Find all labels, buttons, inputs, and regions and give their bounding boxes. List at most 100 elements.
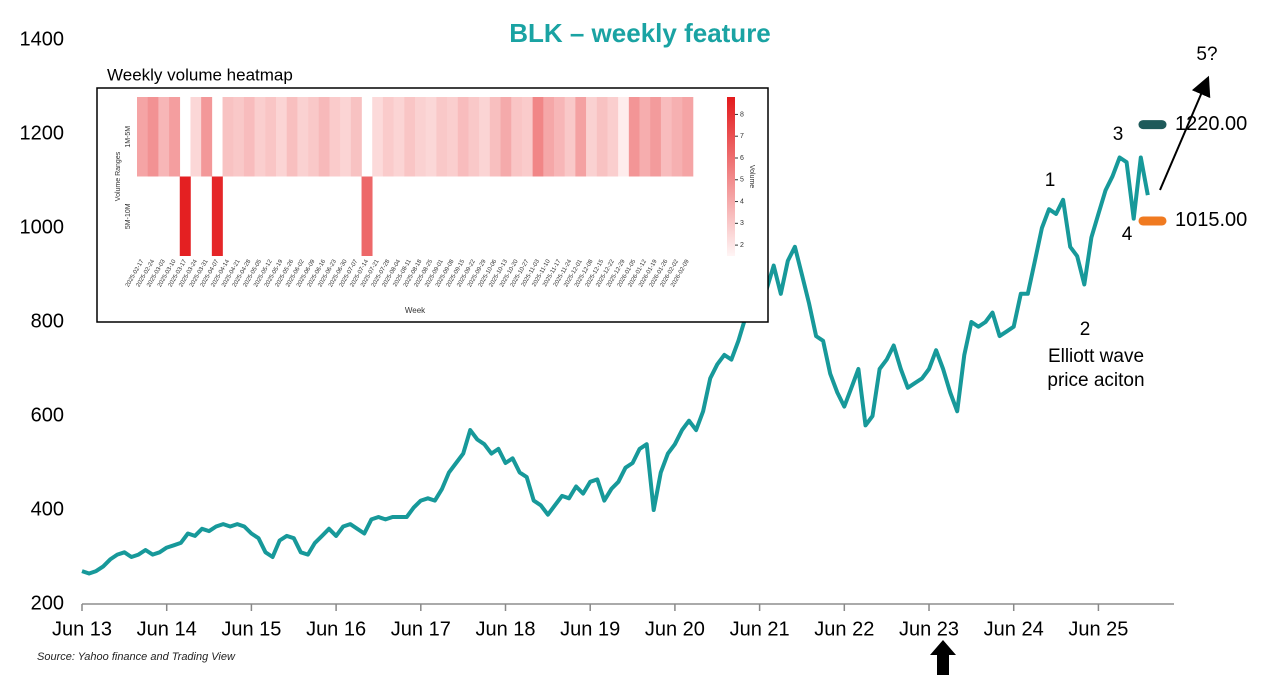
heat-cell (308, 97, 320, 177)
level-label: 1220.00 (1175, 113, 1247, 135)
heat-cell (607, 97, 619, 177)
heat-cell (575, 97, 587, 177)
heat-cell (415, 97, 426, 177)
heat-cell (190, 97, 202, 177)
colorbar-tick-label: 5 (740, 177, 744, 184)
heat-cell (233, 97, 245, 177)
x-tick-label: Jun 23 (899, 618, 959, 640)
colorbar (727, 97, 735, 256)
heat-cell (564, 97, 576, 177)
heat-cell (596, 97, 608, 177)
x-tick-label: Jun 24 (984, 618, 1044, 640)
row-label: 1M-5M (125, 126, 132, 148)
colorbar-tick-label: 4 (740, 198, 744, 205)
heat-cell (554, 97, 565, 177)
x-tick-label: Jun 18 (475, 618, 535, 640)
x-tick-label: Jun 15 (221, 618, 281, 640)
heat-cell (340, 97, 352, 177)
heat-cell (511, 97, 523, 177)
heat-cell (243, 97, 255, 177)
heat-cell (447, 97, 459, 177)
chart-title: BLK – weekly feature (509, 18, 771, 48)
x-tick-label: Jun 20 (645, 618, 705, 640)
heat-cell (350, 97, 362, 177)
heat-cell (372, 97, 384, 177)
wave-annotation: 1 (1045, 170, 1056, 191)
heat-cell (500, 97, 512, 177)
heat-cell (137, 97, 148, 177)
heat-cell (393, 97, 405, 177)
heat-cell (457, 97, 469, 177)
row-label: 5M-10M (125, 203, 132, 229)
heat-cell (318, 97, 330, 177)
heat-cell (618, 97, 630, 177)
x-tick-label: Jun 17 (391, 618, 451, 640)
heat-cell (265, 97, 277, 177)
heat-cell (650, 97, 662, 177)
heatmap-inset: Weekly volume heatmap1M-5M5M-10M2025-02-… (96, 65, 769, 323)
heat-cell (297, 97, 309, 177)
heat-cell (436, 97, 448, 177)
highlight-arrow (930, 640, 956, 675)
x-tick-label: Jun 14 (137, 618, 197, 640)
heat-cell (286, 97, 298, 177)
wave-annotation: 4 (1122, 224, 1133, 245)
y-tick-label: 1200 (20, 122, 65, 144)
level-label: 1015.00 (1175, 209, 1247, 231)
wave-arrow (1159, 75, 1211, 191)
x-tick-label: Jun 25 (1068, 618, 1128, 640)
heat-cell (628, 97, 640, 177)
y-axis-title: Volume Ranges (115, 151, 122, 201)
source-note: Source: Yahoo finance and Trading View (37, 651, 236, 663)
heat-cell (660, 97, 672, 177)
wave-annotation: 5? (1196, 44, 1217, 65)
y-tick-label: 200 (31, 592, 64, 614)
y-tick-label: 1000 (20, 216, 65, 238)
heat-cell (147, 97, 159, 177)
heat-cell (382, 97, 394, 177)
heat-cell (222, 97, 234, 177)
x-tick-label: Jun 19 (560, 618, 620, 640)
heat-cell (468, 97, 480, 177)
colorbar-title: Volume (748, 165, 755, 188)
price-line (81, 155, 1150, 576)
heat-cell (639, 97, 651, 177)
y-tick-label: 600 (31, 404, 64, 426)
colorbar-tick-label: 6 (740, 155, 744, 162)
wave-annotation: 2 (1080, 319, 1091, 340)
heat-cell (276, 97, 287, 177)
x-tick-label: Jun 16 (306, 618, 366, 640)
y-tick-label: 1400 (20, 28, 65, 50)
heat-cell (179, 176, 191, 256)
heat-cell (211, 176, 223, 256)
wave-annotation: Elliott wave (1048, 346, 1144, 367)
heat-cell (532, 97, 544, 177)
heat-cell (489, 97, 501, 177)
x-tick-label: Jun 13 (52, 618, 112, 640)
y-tick-label: 800 (31, 310, 64, 332)
heat-cell (254, 97, 266, 177)
heat-cell (361, 176, 373, 256)
heat-cell (201, 97, 213, 177)
heat-cell (521, 97, 533, 177)
heat-cell (425, 97, 437, 177)
heat-cell (479, 97, 491, 177)
heat-cell (586, 97, 598, 177)
colorbar-tick-label: 3 (740, 220, 744, 227)
heat-cell (404, 97, 416, 177)
colorbar-tick-label: 2 (740, 242, 744, 249)
heat-cell (169, 97, 181, 177)
heat-cell (543, 97, 555, 177)
y-tick-label: 400 (31, 498, 64, 520)
colorbar-tick-label: 8 (740, 111, 744, 118)
colorbar-tick-label: 7 (740, 133, 744, 140)
wave-annotation: price aciton (1047, 370, 1144, 391)
inset-title: Weekly volume heatmap (107, 65, 293, 84)
x-tick-label: Jun 21 (730, 618, 790, 640)
heat-cell (158, 97, 170, 177)
heat-cell (671, 97, 683, 177)
wave-annotation: 3 (1113, 124, 1124, 145)
price-plot: 200 400 600 800 1000 1200 1400 Jun 13 Jun 14 Jun … (20, 28, 1248, 640)
heat-cell (682, 97, 694, 177)
